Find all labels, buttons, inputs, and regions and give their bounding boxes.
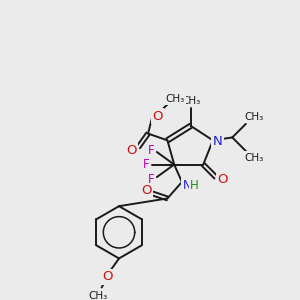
Text: CH₃: CH₃: [244, 153, 263, 163]
Text: N: N: [182, 179, 191, 192]
Text: CH₃: CH₃: [88, 291, 107, 300]
Text: O: O: [217, 172, 228, 186]
Text: F: F: [148, 172, 154, 186]
Text: CH₃: CH₃: [181, 96, 200, 106]
Text: F: F: [143, 158, 149, 171]
Text: CH₃: CH₃: [166, 94, 185, 104]
Text: O: O: [102, 270, 113, 283]
Text: N: N: [213, 135, 223, 148]
Text: O: O: [141, 184, 152, 197]
Text: H: H: [190, 179, 199, 192]
Text: F: F: [148, 143, 154, 157]
Text: O: O: [152, 110, 163, 123]
Text: CH₃: CH₃: [244, 112, 263, 122]
Text: O: O: [126, 143, 137, 157]
